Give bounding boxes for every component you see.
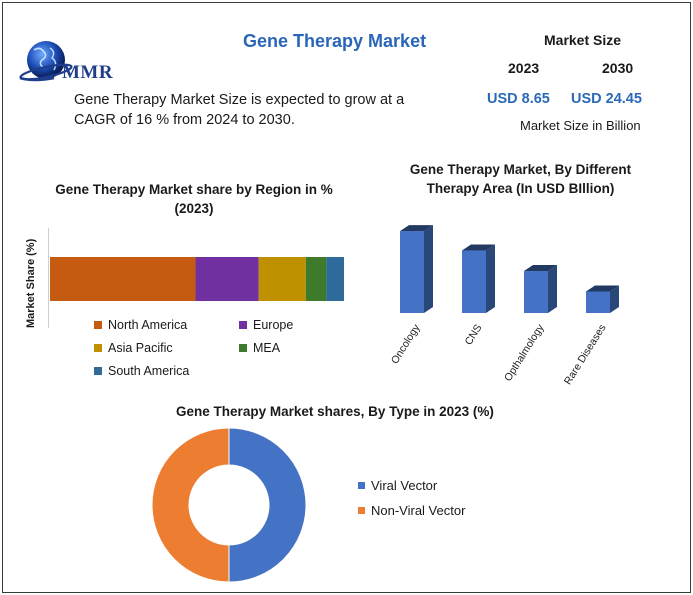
legend-label-mea: MEA xyxy=(253,341,281,355)
legend-swatch-non-viral-vector xyxy=(358,507,365,514)
therapy-tick-label-cns: CNS xyxy=(463,322,485,347)
therapy-bar-top-oncology xyxy=(400,225,433,232)
therapy-chart-title: Gene Therapy Market, By Different Therap… xyxy=(409,162,632,196)
type-slice-non-viral-vector xyxy=(151,427,230,583)
legend-asia-pacific: Asia Pacific xyxy=(94,341,173,355)
therapy-bar-oncology xyxy=(400,225,433,313)
therapy-bar-front-opthalmology xyxy=(524,271,548,313)
legend-label-non-viral-vector: Non-Viral Vector xyxy=(371,503,466,518)
logo-text: MMR xyxy=(62,62,114,83)
therapy-bar-front-rare-diseases xyxy=(586,291,610,313)
legend-swatch-north-america xyxy=(94,321,102,329)
region-bar-europe xyxy=(195,257,259,301)
therapy-bar-rare-diseases xyxy=(586,285,619,313)
type-donut-chart xyxy=(151,427,307,583)
type-slice-viral-vector xyxy=(228,427,307,583)
therapy-bar-top-opthalmology xyxy=(524,265,557,272)
legend-swatch-south-america xyxy=(94,367,102,375)
therapy-bar-front-cns xyxy=(462,250,486,313)
region-bar-south-america xyxy=(326,257,344,301)
mmr-logo xyxy=(14,38,124,88)
legend-label-viral-vector: Viral Vector xyxy=(371,478,438,493)
market-description: Gene Therapy Market Size is expected to … xyxy=(74,92,405,128)
therapy-bar-top-rare-diseases xyxy=(586,285,619,292)
region-bar-north-america xyxy=(50,257,196,301)
therapy-bar-chart: Oncology CNS Opthalmology Rare Diseases xyxy=(389,225,619,387)
legend-swatch-viral-vector xyxy=(358,482,365,489)
page-title: Gene Therapy Market xyxy=(243,31,427,51)
therapy-bar-top-cns xyxy=(462,244,495,251)
legend-non-viral-vector: Non-Viral Vector xyxy=(358,503,465,518)
region-chart-title: Gene Therapy Market share by Region in %… xyxy=(55,182,333,216)
type-chart-title: Gene Therapy Market shares, By Type in 2… xyxy=(176,404,494,419)
legend-north-america: North America xyxy=(94,318,187,332)
market-size-value-end: USD 24.45 xyxy=(571,91,642,107)
therapy-bar-opthalmology xyxy=(524,265,557,313)
legend-swatch-asia-pacific xyxy=(94,344,102,352)
legend-swatch-europe xyxy=(239,321,247,329)
market-size-year-end: 2030 xyxy=(602,60,634,76)
region-bar-mea xyxy=(305,257,327,301)
legend-swatch-mea xyxy=(239,344,247,352)
legend-south-america: South America xyxy=(94,364,189,378)
legend-label-north-america: North America xyxy=(108,318,188,332)
market-size-value-start: USD 8.65 xyxy=(487,91,550,107)
region-chart-axis xyxy=(48,228,49,328)
legend-viral-vector: Viral Vector xyxy=(358,478,437,493)
therapy-bar-side-oncology xyxy=(424,225,433,313)
region-bar-asia-pacific xyxy=(258,257,306,301)
globe-icon xyxy=(19,41,73,82)
market-size-title: Market Size xyxy=(544,32,622,48)
market-size-year-start: 2023 xyxy=(508,60,540,76)
legend-label-south-america: South America xyxy=(108,364,190,378)
market-size-unit: Market Size in Billion xyxy=(520,118,641,133)
legend-label-asia-pacific: Asia Pacific xyxy=(108,341,173,355)
therapy-tick-label-rare-diseases: Rare Diseases xyxy=(562,322,609,387)
therapy-tick-label-oncology: Oncology xyxy=(389,322,423,367)
therapy-bar-cns xyxy=(462,244,495,313)
legend-europe: Europe xyxy=(239,318,293,332)
legend-mea: MEA xyxy=(239,341,280,355)
region-chart-ylabel: Market Share (%) xyxy=(25,238,37,328)
therapy-bar-side-cns xyxy=(486,244,495,313)
therapy-bar-side-opthalmology xyxy=(548,265,557,313)
region-stacked-bar-chart xyxy=(50,257,344,301)
therapy-bar-side-rare-diseases xyxy=(610,285,619,313)
therapy-bar-front-oncology xyxy=(400,231,424,313)
legend-label-europe: Europe xyxy=(253,318,294,332)
therapy-tick-label-opthalmology: Opthalmology xyxy=(502,322,547,384)
